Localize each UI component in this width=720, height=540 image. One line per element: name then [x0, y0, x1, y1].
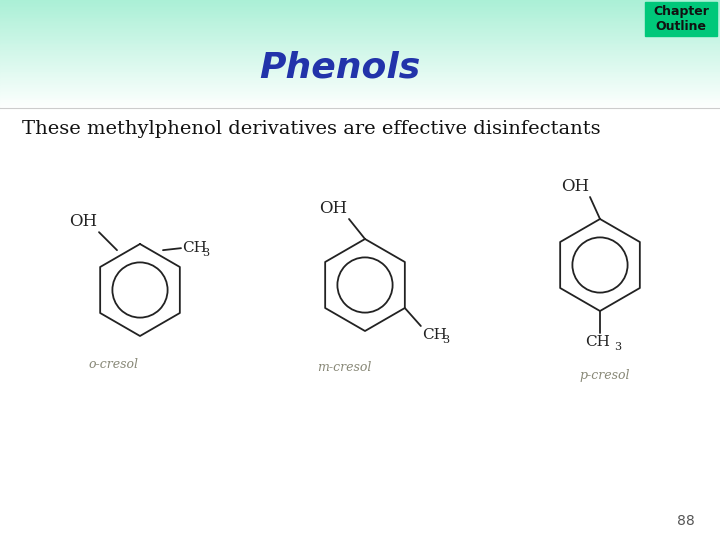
Bar	[0, 103, 720, 105]
Text: CH: CH	[182, 241, 207, 255]
Bar	[0, 38, 720, 40]
Bar	[0, 33, 720, 35]
Bar	[0, 106, 720, 107]
Text: 3: 3	[614, 342, 621, 352]
Text: Chapter
Outline: Chapter Outline	[653, 4, 709, 33]
Bar	[0, 65, 720, 66]
Bar	[0, 32, 720, 33]
Bar	[0, 26, 720, 28]
Bar	[0, 52, 720, 53]
Bar	[0, 40, 720, 41]
Bar	[0, 91, 720, 92]
Bar	[0, 68, 720, 69]
Text: OH: OH	[69, 213, 97, 230]
Bar	[0, 92, 720, 93]
Bar	[0, 55, 720, 56]
Bar	[0, 63, 720, 65]
Bar	[0, 4, 720, 5]
Text: OH: OH	[561, 178, 589, 195]
Text: These methylphenol derivatives are effective disinfectants: These methylphenol derivatives are effec…	[22, 120, 600, 138]
Bar	[0, 21, 720, 22]
Bar	[0, 102, 720, 103]
Text: CH: CH	[585, 335, 611, 349]
Text: Phenols: Phenols	[259, 51, 420, 85]
Bar	[0, 53, 720, 55]
Bar	[0, 99, 720, 100]
Bar	[0, 25, 720, 26]
Bar	[0, 48, 720, 50]
Bar	[0, 98, 720, 99]
Bar	[0, 96, 720, 98]
Bar	[0, 100, 720, 102]
Bar	[0, 29, 720, 30]
Text: 88: 88	[678, 514, 695, 528]
Bar	[0, 76, 720, 77]
Bar	[0, 11, 720, 12]
Text: p-cresol: p-cresol	[580, 369, 630, 382]
Bar	[0, 3, 720, 4]
Text: 3: 3	[442, 335, 449, 345]
Bar	[0, 90, 720, 91]
Bar	[0, 93, 720, 95]
Bar	[0, 62, 720, 63]
Bar	[0, 28, 720, 29]
Bar	[0, 14, 720, 15]
Bar	[0, 107, 720, 109]
Bar	[0, 45, 720, 47]
Text: m-cresol: m-cresol	[317, 361, 372, 374]
Bar	[0, 109, 720, 110]
Bar	[0, 83, 720, 84]
Bar	[0, 19, 720, 21]
Text: CH: CH	[422, 328, 446, 342]
Bar	[0, 58, 720, 59]
Bar	[0, 59, 720, 60]
Bar	[0, 80, 720, 81]
Bar	[0, 8, 720, 10]
Bar	[0, 73, 720, 74]
Bar	[0, 7, 720, 8]
Bar	[0, 70, 720, 71]
Text: OH: OH	[319, 200, 347, 217]
Bar	[0, 17, 720, 18]
Bar	[0, 81, 720, 83]
Bar	[0, 23, 720, 25]
Bar	[0, 50, 720, 51]
Bar	[0, 74, 720, 76]
Bar	[0, 51, 720, 52]
Bar	[0, 47, 720, 48]
Bar	[0, 71, 720, 73]
Bar	[0, 56, 720, 58]
Bar	[0, 84, 720, 85]
Bar	[0, 60, 720, 62]
Bar	[0, 35, 720, 36]
Bar	[0, 37, 720, 38]
Bar	[0, 110, 720, 540]
Text: 3: 3	[202, 248, 209, 258]
Bar	[0, 12, 720, 14]
Bar	[0, 30, 720, 32]
Bar	[0, 0, 720, 2]
Text: o-cresol: o-cresol	[88, 358, 138, 371]
Bar	[0, 86, 720, 88]
Bar	[0, 10, 720, 11]
Bar	[645, 2, 717, 36]
Bar	[0, 78, 720, 80]
Bar	[0, 88, 720, 90]
Bar	[0, 15, 720, 17]
Bar	[0, 69, 720, 70]
Bar	[0, 66, 720, 68]
Bar	[0, 36, 720, 37]
Bar	[0, 41, 720, 43]
Bar	[0, 85, 720, 86]
Bar	[0, 2, 720, 3]
Bar	[0, 105, 720, 106]
Bar	[0, 44, 720, 45]
Bar	[0, 43, 720, 44]
Bar	[0, 77, 720, 78]
Bar	[0, 5, 720, 7]
Bar	[0, 22, 720, 23]
Bar	[0, 95, 720, 96]
Bar	[0, 18, 720, 19]
